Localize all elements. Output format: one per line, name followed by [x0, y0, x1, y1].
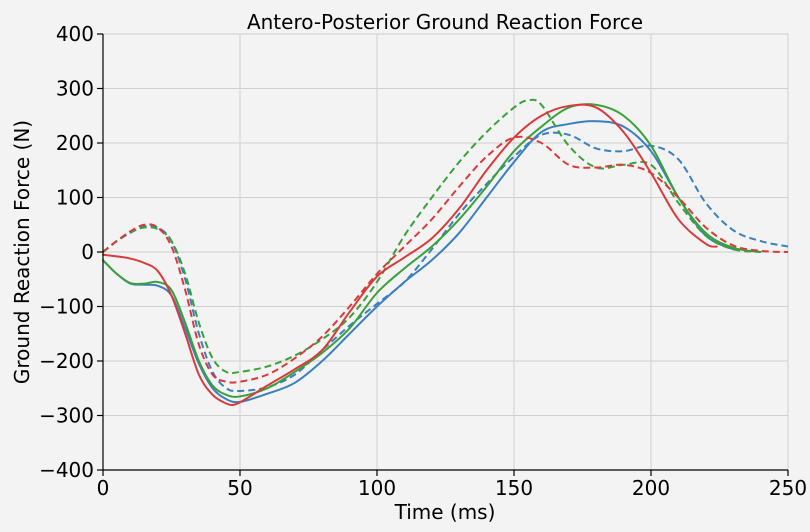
y-tick-label: 200	[56, 131, 94, 155]
x-tick-label: 100	[358, 476, 396, 500]
y-tick-label: 100	[56, 186, 94, 210]
y-tick-label: −300	[39, 404, 94, 428]
x-tick-label: 150	[495, 476, 533, 500]
grid-lines	[102, 33, 789, 471]
chart-title: Antero-Posterior Ground Reaction Force	[247, 10, 643, 34]
series-line-5	[102, 103, 718, 407]
tick-labels: 0 50 100 150 200 250 −400 −300 −200 −100 0 100 200 30…	[39, 22, 807, 500]
y-tick-label: −200	[39, 349, 94, 373]
series-line-4	[102, 98, 761, 375]
y-tick-label: −400	[39, 458, 94, 482]
x-tick-label: 200	[632, 476, 670, 500]
series-line-3	[102, 103, 762, 398]
x-tick-label: 50	[227, 476, 252, 500]
y-axis-label: Ground Reaction Force (N)	[10, 120, 34, 384]
x-tick-label: 250	[769, 476, 807, 500]
y-tick-label: 400	[56, 22, 94, 46]
series-line-2	[102, 131, 789, 393]
series-lines	[102, 98, 789, 407]
series-line-1	[102, 120, 735, 404]
x-axis-label: Time (ms)	[394, 500, 496, 524]
series-line-6	[102, 135, 789, 384]
axes	[97, 33, 789, 476]
x-tick-label: 0	[97, 476, 110, 500]
y-tick-label: 300	[56, 77, 94, 101]
y-tick-label: 0	[81, 240, 94, 264]
y-tick-label: −100	[39, 295, 94, 319]
